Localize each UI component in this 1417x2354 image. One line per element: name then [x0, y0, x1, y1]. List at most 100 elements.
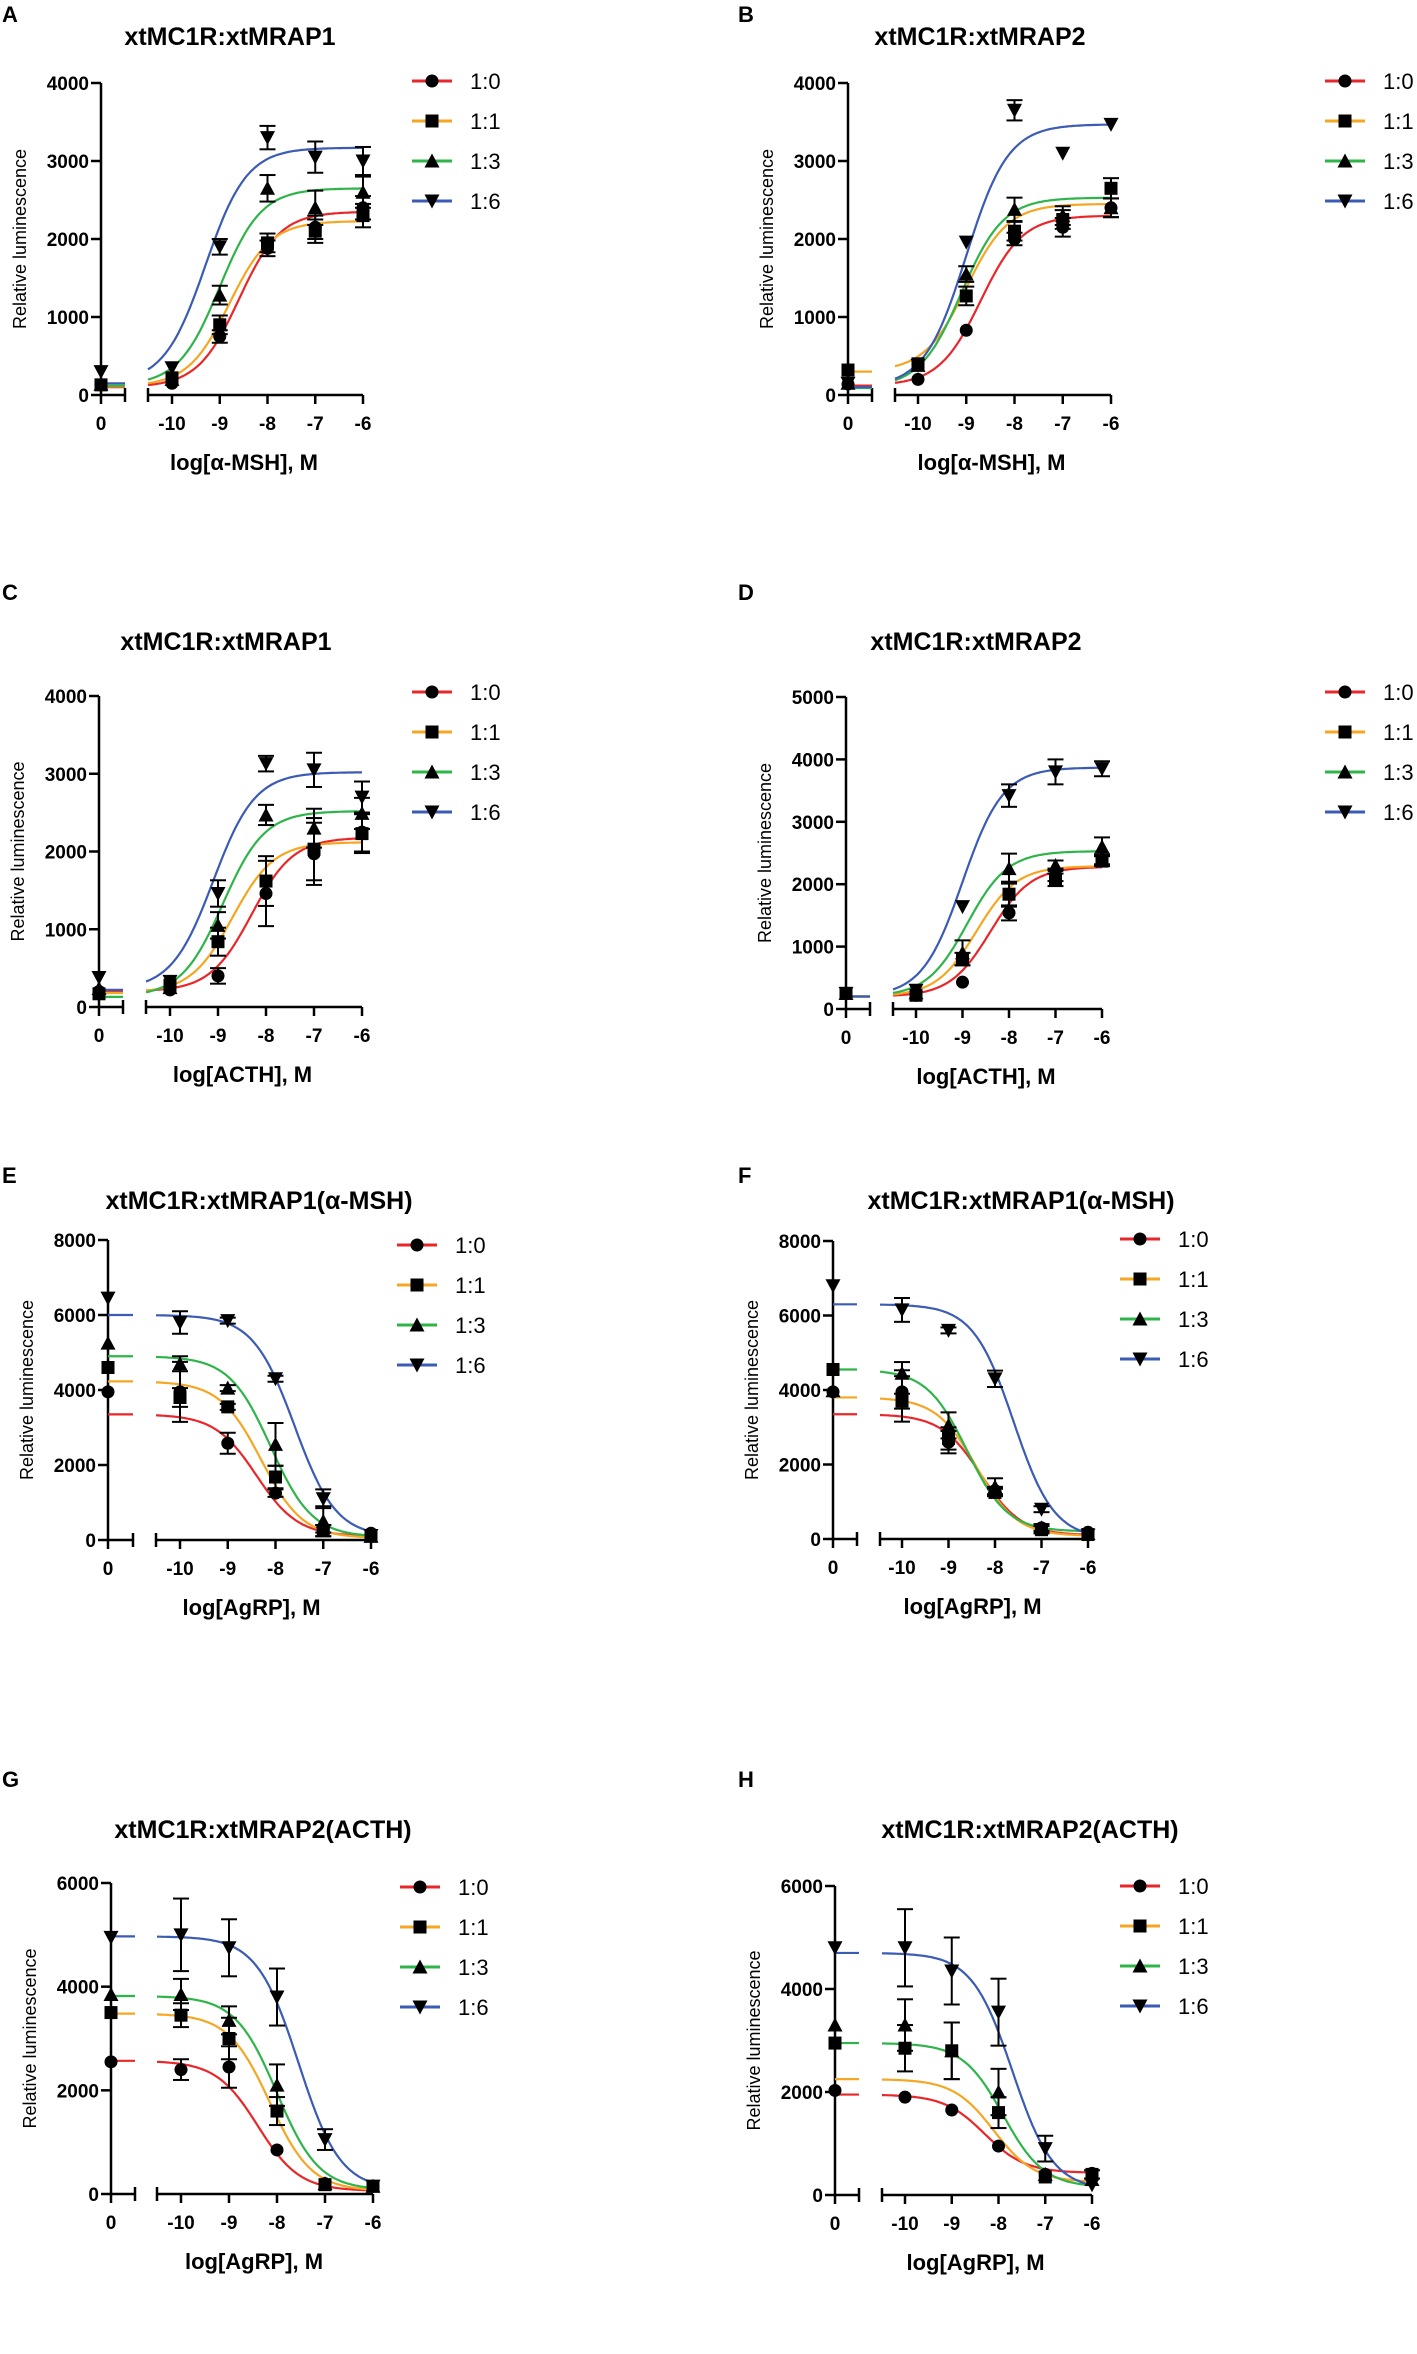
data-point [363, 1529, 379, 1543]
x-tick-label: -6 [363, 1559, 380, 1580]
panel-title: xtMC1R:xtMRAP2 [874, 23, 1085, 51]
legend-marker-icon [412, 2000, 428, 2015]
x-tick-label: -10 [166, 1559, 193, 1580]
data-point [308, 224, 322, 238]
series-1-3 [103, 1977, 381, 2193]
legend-marker-icon [1132, 1311, 1148, 1326]
data-point [1104, 181, 1118, 195]
data-point-zero [826, 1363, 840, 1377]
fit-curve-1-1 [156, 2013, 374, 2191]
fit-curve-1-1 [894, 203, 1111, 368]
legend-label: 1:3 [1383, 149, 1414, 174]
series-1-3 [825, 1365, 1096, 1540]
data-point [220, 1314, 236, 1329]
x-axis-label: log[AgRP], M [903, 1594, 1041, 1619]
legend-label: 1:6 [1383, 189, 1414, 214]
panel-letter: G [2, 1767, 19, 1792]
series-1-1 [839, 854, 1110, 1002]
data-point [959, 289, 973, 303]
data-point [898, 2090, 912, 2104]
fit-curve-1-0 [894, 214, 1112, 384]
data-point [955, 945, 970, 960]
y-tick-label: 4000 [781, 1980, 823, 2001]
legend-marker-icon [1338, 685, 1352, 699]
data-point-zero [93, 376, 109, 391]
fit-curve-1-1 [892, 865, 1102, 996]
y-axis-label: Relative luminescence [17, 1300, 37, 1480]
legend-marker-icon [1337, 194, 1353, 209]
fit-curve-1-1 [145, 841, 362, 992]
x-axis-label: log[AgRP], M [185, 2249, 323, 2274]
data-point [1037, 2166, 1053, 2181]
data-point [269, 2077, 285, 2092]
data-point [210, 886, 226, 901]
data-point [270, 2143, 284, 2157]
data-point [315, 1513, 331, 1528]
x-tick-label: -9 [954, 1028, 971, 1049]
legend-label: 1:1 [1178, 1267, 1209, 1292]
y-axis-label: Relative luminescence [20, 1948, 40, 2128]
data-point-zero [100, 1335, 116, 1350]
x-tick-label: -6 [1103, 414, 1120, 435]
y-axis-label: Relative luminescence [744, 1950, 764, 2130]
legend-label: 1:1 [1383, 109, 1414, 134]
legend-marker-icon [425, 685, 439, 699]
legend-label: 1:1 [1178, 1914, 1209, 1939]
data-point [260, 180, 275, 195]
legend: 1:0 1:1 1:3 1:6 [1325, 680, 1414, 825]
legend-marker-icon [410, 1278, 424, 1292]
legend-marker-icon [1132, 1999, 1148, 2014]
data-point-zero [828, 2083, 842, 2097]
legend-label: 1:0 [1178, 1874, 1209, 1899]
x-tick-label: -8 [987, 1558, 1004, 1579]
fit-curve-1-6 [145, 771, 362, 983]
x-tick-label: -6 [355, 414, 372, 435]
data-point [895, 1394, 909, 1408]
x-tick-label: -7 [1033, 1558, 1050, 1579]
panel-letter: F [738, 1163, 751, 1188]
fit-curve-1-3 [881, 2042, 1093, 2187]
data-point-zero [825, 1279, 841, 1294]
legend-marker-icon [412, 1959, 428, 1974]
y-tick-label: 0 [85, 1531, 96, 1552]
data-point [317, 2133, 333, 2148]
fit-curve-1-3 [147, 187, 363, 381]
legend-marker-icon [409, 1317, 425, 1332]
legend-label: 1:6 [1178, 1347, 1209, 1372]
x-tick-label: -7 [1054, 414, 1071, 435]
data-point [269, 1486, 282, 1500]
legend: 1:0 1:1 1:3 1:6 [400, 1875, 489, 2020]
data-point [164, 361, 180, 376]
data-point [307, 842, 321, 856]
x-tick-label: -9 [210, 1026, 227, 1047]
x-tick-label: -8 [1006, 414, 1023, 435]
legend-label: 1:0 [470, 69, 501, 94]
legend-marker-icon [424, 805, 440, 820]
data-point [268, 1372, 283, 1387]
data-point-zero [93, 365, 109, 380]
data-point [1094, 839, 1110, 854]
panel-letter: H [738, 1767, 754, 1792]
data-point-zero [103, 1986, 119, 2001]
y-tick-label: 2000 [792, 875, 834, 896]
data-point-zero [841, 363, 855, 377]
x-tick-label: -10 [904, 414, 931, 435]
data-point [356, 209, 370, 223]
panel-title: xtMC1R:xtMRAP1(α-MSH) [105, 1187, 412, 1215]
fit-curve-1-6 [881, 1952, 1093, 2187]
data-point [222, 2060, 236, 2074]
data-point-zero [101, 1361, 115, 1374]
series-1-6 [91, 751, 370, 989]
y-tick-label: 2000 [54, 1456, 96, 1477]
data-point [1001, 861, 1017, 876]
legend-label: 1:1 [458, 1915, 489, 1940]
panel-title: xtMC1R:xtMRAP1 [120, 628, 331, 656]
data-point [259, 874, 273, 888]
x-tick-label: -10 [158, 414, 185, 435]
y-tick-label: 2000 [57, 2081, 99, 2102]
data-point [221, 1400, 235, 1414]
data-point [258, 807, 274, 822]
